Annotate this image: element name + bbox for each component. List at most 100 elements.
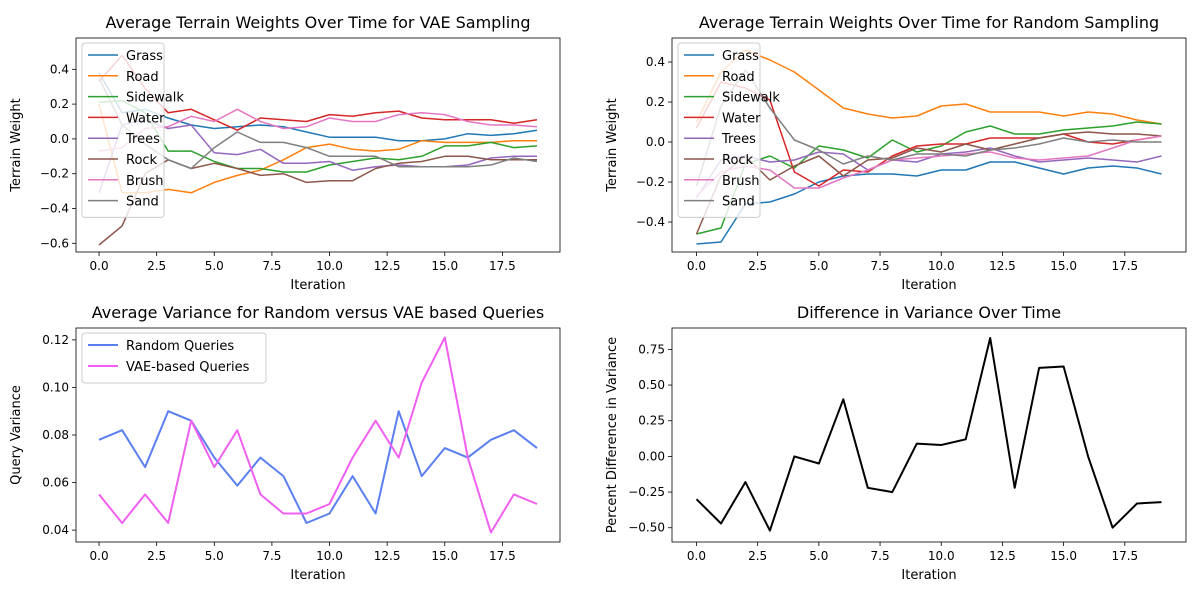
x-tick-label: 0.0	[687, 259, 706, 273]
y-axis-label: Query Variance	[9, 385, 24, 485]
series-line-sand	[695, 69, 1162, 187]
x-tick-label: 2.5	[147, 549, 166, 563]
x-tick-label: 12.5	[374, 549, 401, 563]
series-line-trees	[98, 119, 537, 194]
y-tick-label: 0.75	[638, 342, 665, 356]
x-tick-label: 10.0	[928, 549, 955, 563]
x-tick-label: 2.5	[147, 259, 166, 273]
legend-label: Trees	[721, 132, 756, 147]
x-tick-label: 12.5	[989, 259, 1016, 273]
series-line-road	[695, 49, 1162, 125]
y-tick-label: 0.12	[42, 333, 69, 347]
series-line-rock	[695, 131, 1162, 235]
x-tick-label: 12.5	[989, 549, 1016, 563]
x-tick-label: 12.5	[374, 259, 401, 273]
series-line-vae-based-queries	[98, 336, 538, 534]
legend-label: Water	[126, 111, 165, 126]
chart-title: Average Terrain Weights Over Time for Ra…	[699, 13, 1159, 32]
legend-label: Trees	[125, 132, 160, 147]
legend-box	[81, 332, 267, 384]
y-tick-label: −0.2	[636, 175, 665, 189]
y-tick-label: 0.2	[50, 97, 69, 111]
legend-box	[677, 42, 761, 218]
legend-label: Grass	[722, 49, 759, 64]
x-tick-label: 2.5	[748, 549, 767, 563]
y-axis-label: Terrain Weight	[9, 98, 24, 192]
y-tick-label: 0.0	[50, 132, 69, 146]
x-axis-label: Iteration	[901, 568, 956, 583]
legend-label: Rock	[126, 153, 158, 168]
x-tick-label: 7.5	[262, 549, 281, 563]
x-tick-label: 17.5	[1111, 549, 1138, 563]
legend-label: Road	[722, 70, 755, 85]
plot-area	[98, 54, 538, 246]
series-line-sidewalk	[696, 121, 1162, 235]
y-tick-label: −0.4	[636, 215, 665, 229]
x-tick-label: 5.0	[205, 259, 224, 273]
legend-label: Sidewalk	[126, 91, 184, 106]
x-tick-label: 0.0	[90, 259, 109, 273]
x-tick-label: 10.0	[316, 259, 343, 273]
chart-1: Average Terrain Weights Over Time for VA…	[9, 13, 561, 293]
x-tick-label: 7.5	[871, 259, 890, 273]
legend-label: Sand	[722, 195, 755, 210]
series-line-grass	[98, 72, 538, 142]
chart-4: Difference in Variance Over Time Iteratio…	[605, 303, 1187, 583]
y-tick-label: −0.6	[40, 236, 69, 250]
series-line-grass	[696, 161, 1162, 245]
y-tick-label: −0.50	[628, 521, 665, 535]
y-tick-label: 0.2	[646, 95, 665, 109]
x-tick-label: 10.0	[928, 259, 955, 273]
axes-frame	[75, 327, 561, 543]
y-tick-label: 0.04	[42, 523, 69, 537]
x-axis-label: Iteration	[290, 568, 345, 583]
legend-box	[81, 42, 165, 218]
series-line-sand	[98, 77, 538, 170]
y-tick-label: 0.4	[50, 62, 69, 76]
x-tick-label: 7.5	[262, 259, 281, 273]
series-line-sidewalk	[98, 99, 538, 173]
series-line-random-queries	[98, 410, 538, 524]
series-line-brush	[98, 108, 538, 152]
axes-frame	[671, 327, 1187, 543]
y-tick-label: 0.50	[638, 378, 665, 392]
y-tick-label: 0.10	[42, 380, 69, 394]
y-tick-label: 0.08	[42, 428, 69, 442]
y-tick-label: −0.4	[40, 202, 69, 216]
x-tick-label: 17.5	[489, 259, 516, 273]
x-tick-label: 5.0	[205, 549, 224, 563]
x-tick-label: 2.5	[748, 259, 767, 273]
legend-label: Sidewalk	[722, 91, 780, 106]
series-line-brush	[695, 135, 1162, 197]
axes-frame	[75, 37, 561, 253]
x-tick-label: 5.0	[809, 259, 828, 273]
legend-label: Water	[722, 111, 761, 126]
y-tick-label: 0.4	[646, 55, 665, 69]
y-tick-label: 0.0	[646, 135, 665, 149]
legend-label: Grass	[126, 49, 163, 64]
y-tick-label: −0.25	[628, 485, 665, 499]
legend-label: Sand	[126, 195, 159, 210]
series-line-road	[98, 103, 537, 194]
x-axis-label: Iteration	[290, 278, 345, 293]
x-tick-label: 7.5	[871, 549, 890, 563]
chart-3: Average Variance for Random versus VAE b…	[9, 303, 561, 583]
x-tick-label: 15.0	[1050, 259, 1077, 273]
series-line-rock	[98, 155, 537, 246]
legend-label: Road	[126, 70, 159, 85]
y-tick-label: 0.25	[638, 414, 665, 428]
x-tick-label: 17.5	[489, 549, 516, 563]
chart-title: Average Terrain Weights Over Time for VA…	[105, 13, 530, 32]
plot-area	[695, 337, 1162, 532]
y-tick-label: −0.2	[40, 167, 69, 181]
legend-label: Brush	[722, 174, 760, 189]
chart-title: Difference in Variance Over Time	[797, 303, 1061, 322]
y-tick-label: 0.00	[638, 449, 665, 463]
x-tick-label: 15.0	[431, 549, 458, 563]
x-tick-label: 10.0	[316, 549, 343, 563]
y-axis-label: Percent Difference in Variance	[605, 337, 620, 533]
y-axis-label: Terrain Weight	[605, 98, 620, 192]
x-axis-label: Iteration	[901, 278, 956, 293]
y-tick-label: 0.06	[42, 476, 69, 490]
